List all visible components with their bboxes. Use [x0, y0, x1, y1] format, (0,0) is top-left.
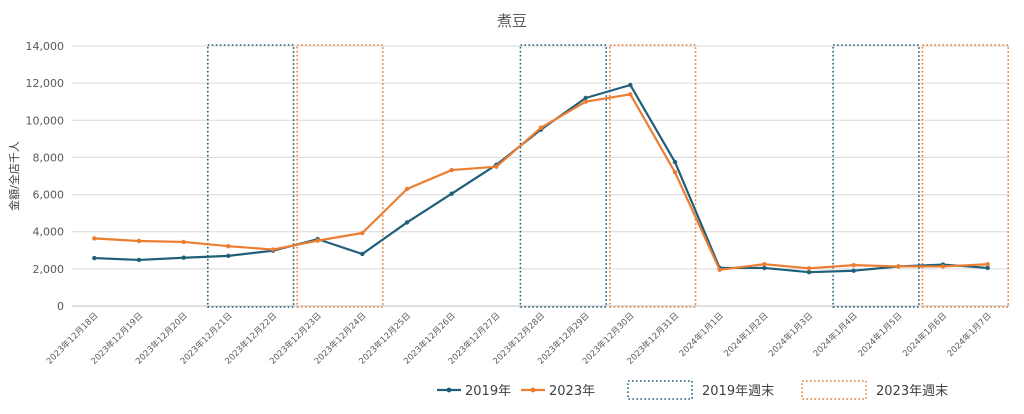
- weekend-band: [832, 44, 920, 308]
- data-point: [538, 125, 544, 130]
- data-point: [806, 270, 812, 275]
- weekend-band: [608, 44, 697, 308]
- data-point: [181, 239, 186, 245]
- data-point: [717, 267, 722, 272]
- data-point: [628, 82, 633, 88]
- data-point: [449, 167, 454, 173]
- y-tick-label: 8,000: [33, 151, 65, 164]
- x-tick-label: 2024年1月1日: [677, 310, 726, 359]
- legend-band-swatch: [801, 380, 867, 400]
- data-point: [672, 170, 678, 175]
- data-point: [270, 247, 276, 252]
- y-axis-label: 金額/全店千人: [7, 141, 21, 211]
- y-tick-label: 6,000: [33, 189, 65, 202]
- legend-marker: [530, 387, 536, 393]
- y-tick-label: 4,000: [33, 226, 65, 239]
- data-point: [583, 99, 588, 104]
- x-tick-label: 2024年1月2日: [722, 310, 771, 359]
- data-point: [851, 268, 856, 273]
- y-tick-label: 14,000: [26, 40, 65, 53]
- legend-label: 2023年: [549, 384, 595, 399]
- y-tick-label: 12,000: [26, 77, 65, 90]
- data-point: [851, 262, 856, 268]
- legend-label: 2019年週末: [702, 384, 774, 399]
- y-tick-label: 0: [57, 300, 64, 313]
- y-tick-label: 2,000: [33, 263, 65, 276]
- x-tick-label: 2024年1月6日: [900, 310, 949, 359]
- legend-label: 2019年: [465, 384, 511, 399]
- data-point: [226, 244, 231, 249]
- data-point: [315, 238, 320, 243]
- x-tick-labels: 2023年12月18日2023年12月19日2023年12月20日2023年12…: [44, 310, 994, 366]
- series-lines: [92, 82, 990, 275]
- x-tick-label: 2024年1月7日: [945, 310, 994, 359]
- data-point: [92, 255, 97, 261]
- data-point: [985, 262, 990, 267]
- weekend-bands: [206, 44, 1010, 308]
- y-tick-label: 10,000: [26, 114, 65, 127]
- x-tick-label: 2024年1月4日: [811, 310, 860, 359]
- data-point: [583, 95, 588, 101]
- data-point: [136, 238, 142, 244]
- data-point: [226, 253, 231, 259]
- data-point: [896, 264, 901, 269]
- legend-label: 2023年週末: [876, 384, 948, 399]
- x-tick-label: 2024年1月5日: [856, 310, 905, 359]
- data-point: [762, 262, 767, 267]
- data-point: [404, 186, 410, 192]
- x-tick-label: 2024年1月3日: [766, 310, 815, 359]
- data-point: [806, 266, 812, 271]
- legend-band-swatch: [627, 380, 693, 400]
- data-point: [762, 265, 767, 271]
- legend-marker: [446, 387, 452, 393]
- weekend-band: [206, 44, 295, 308]
- data-point: [136, 257, 142, 263]
- data-point: [360, 251, 365, 257]
- legend: 2019年 2023年 2019年週末 2023年週末: [437, 380, 948, 400]
- data-point: [404, 220, 410, 225]
- data-point: [985, 265, 990, 271]
- gridlines: [72, 45, 1010, 307]
- data-point: [672, 159, 678, 165]
- data-point: [449, 191, 454, 196]
- data-point: [628, 92, 633, 97]
- data-point: [940, 264, 946, 269]
- data-point: [181, 255, 186, 260]
- weekend-band: [519, 44, 608, 308]
- weekend-band: [296, 44, 384, 308]
- weekend-band: [921, 44, 1010, 308]
- data-point: [92, 236, 97, 241]
- data-point: [494, 164, 499, 169]
- data-point: [360, 230, 365, 236]
- y-tick-labels: 0 2,000 4,000 6,000 8,000 10,000 12,000 14,000: [26, 40, 65, 313]
- chart-title: 煮豆: [497, 12, 527, 30]
